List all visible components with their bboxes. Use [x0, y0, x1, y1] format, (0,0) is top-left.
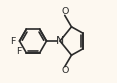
- Text: F: F: [10, 38, 15, 46]
- Text: O: O: [61, 66, 68, 75]
- Text: N: N: [56, 36, 64, 46]
- Text: O: O: [61, 7, 68, 16]
- Text: F: F: [17, 47, 22, 56]
